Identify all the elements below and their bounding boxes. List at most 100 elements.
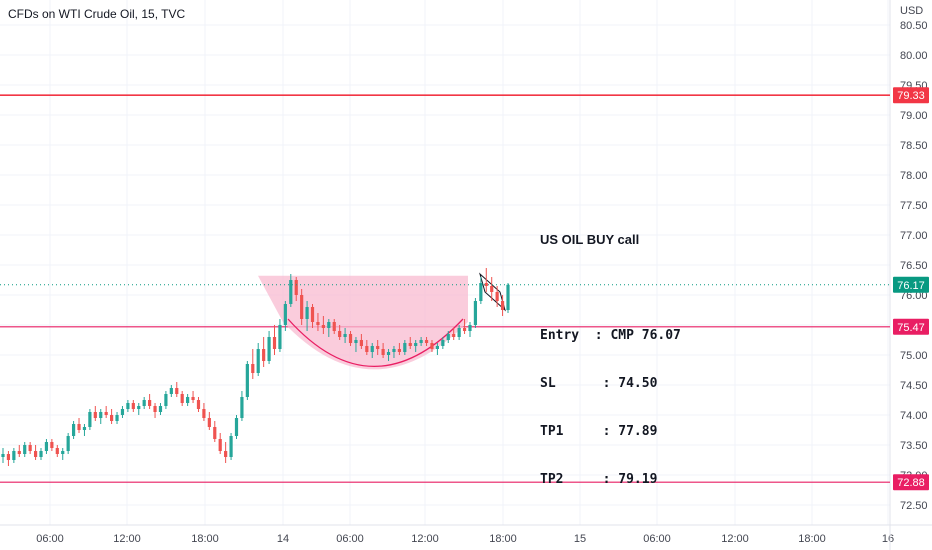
candle-body bbox=[169, 388, 173, 394]
candle-body bbox=[305, 307, 309, 319]
price-level-label: 79.33 bbox=[897, 90, 925, 102]
candle-body bbox=[55, 448, 59, 454]
candle-body bbox=[213, 427, 217, 439]
candle-body bbox=[164, 394, 168, 406]
candle-body bbox=[234, 418, 239, 436]
candle-body bbox=[490, 286, 494, 292]
annotation-line-tp1: TP1 : 77.89 bbox=[540, 424, 658, 439]
candle-body bbox=[468, 325, 472, 331]
candle-body bbox=[6, 454, 11, 460]
candle-body bbox=[175, 388, 179, 394]
candle-body bbox=[484, 283, 488, 286]
x-tick-label: 18:00 bbox=[798, 533, 826, 545]
candle-body bbox=[224, 451, 228, 457]
candle-body bbox=[50, 442, 54, 448]
candle-body bbox=[267, 337, 271, 361]
x-tick-label: 06:00 bbox=[336, 533, 364, 545]
y-tick-label: 78.50 bbox=[900, 140, 928, 152]
candle-body bbox=[386, 352, 391, 355]
candle-body bbox=[245, 364, 249, 397]
x-tick-label: 06:00 bbox=[36, 533, 64, 545]
candle-body bbox=[240, 397, 244, 418]
candle-body bbox=[186, 397, 190, 403]
price-level-label: 75.47 bbox=[897, 322, 925, 334]
candle-body bbox=[39, 451, 43, 457]
candle-body bbox=[251, 364, 255, 373]
candle-body bbox=[403, 343, 407, 352]
candle-body bbox=[348, 334, 353, 343]
candle-body bbox=[142, 400, 146, 406]
y-tick-label: 72.50 bbox=[900, 500, 928, 512]
candle-body bbox=[408, 343, 412, 346]
candle-body bbox=[218, 439, 222, 451]
candle-body bbox=[191, 397, 195, 400]
candle-body bbox=[17, 451, 21, 454]
y-tick-label: 75.00 bbox=[900, 350, 928, 362]
annotation-line-tp2: TP2 : 79.19 bbox=[540, 472, 658, 487]
y-tick-label: 80.00 bbox=[900, 50, 928, 62]
currency-label: USD bbox=[900, 5, 923, 17]
candle-body bbox=[120, 409, 125, 415]
y-tick-label: 77.50 bbox=[900, 200, 928, 212]
x-tick-label: 18:00 bbox=[191, 533, 219, 545]
candle-body bbox=[310, 307, 315, 322]
chart-title: CFDs on WTI Crude Oil, 15, TVC bbox=[8, 7, 186, 21]
candle-body bbox=[338, 331, 342, 337]
candle-body bbox=[99, 412, 103, 418]
y-tick-label: 74.00 bbox=[900, 410, 928, 422]
candle-body bbox=[452, 334, 456, 337]
candle-body bbox=[300, 295, 304, 319]
cup-curve bbox=[287, 318, 464, 368]
candle-body bbox=[126, 403, 130, 409]
x-tick-label: 16 bbox=[882, 533, 894, 545]
candle-body bbox=[137, 406, 141, 409]
candle-body bbox=[397, 349, 401, 352]
y-tick-label: 76.00 bbox=[900, 290, 928, 302]
price-level-badge bbox=[893, 474, 929, 491]
x-tick-label: 12:00 bbox=[113, 533, 141, 545]
candle-body bbox=[1, 454, 5, 457]
candle-body bbox=[462, 328, 467, 331]
candle-body bbox=[479, 283, 483, 301]
candle-body bbox=[229, 436, 233, 457]
x-tick-label: 14 bbox=[277, 533, 289, 545]
candle-body bbox=[23, 445, 27, 454]
y-tick-label: 73.50 bbox=[900, 440, 928, 452]
y-tick-label: 80.50 bbox=[900, 20, 928, 32]
candle-body bbox=[430, 343, 434, 349]
candle-body bbox=[283, 304, 287, 325]
candle-body bbox=[33, 451, 38, 457]
candle-body bbox=[88, 412, 92, 427]
price-level-label: 72.88 bbox=[897, 477, 925, 489]
y-tick-label: 74.50 bbox=[900, 380, 928, 392]
candle-body bbox=[435, 346, 440, 349]
annotation-heading: US OIL BUY call bbox=[540, 232, 640, 247]
trade-annotation: US OIL BUY call Entry : CMP 76.07 SL : 7… bbox=[540, 200, 681, 504]
candle-body bbox=[316, 322, 320, 325]
candle-body bbox=[327, 322, 331, 328]
candle-body bbox=[457, 328, 461, 337]
candle-body bbox=[343, 334, 347, 337]
candle-body bbox=[202, 409, 206, 418]
annotation-line-entry: Entry : CMP 76.07 bbox=[540, 328, 681, 343]
candle-body bbox=[71, 424, 76, 436]
current-price-badge bbox=[893, 276, 929, 293]
x-tick-label: 06:00 bbox=[643, 533, 671, 545]
y-tick-label: 76.50 bbox=[900, 260, 928, 272]
candle-body bbox=[131, 403, 135, 409]
candle-body bbox=[278, 325, 282, 349]
candle-body bbox=[446, 334, 450, 340]
candle-body bbox=[196, 400, 201, 409]
candle-body bbox=[158, 406, 163, 412]
candle-body bbox=[77, 424, 81, 430]
candle-body bbox=[93, 412, 97, 418]
y-tick-label: 77.00 bbox=[900, 230, 928, 242]
handle-pattern bbox=[479, 272, 506, 312]
x-tick-label: 12:00 bbox=[411, 533, 439, 545]
candle-body bbox=[289, 280, 293, 304]
candle-body bbox=[500, 301, 505, 310]
y-tick-label: 78.00 bbox=[900, 170, 928, 182]
candle-body bbox=[441, 340, 445, 346]
candle-body bbox=[110, 415, 114, 421]
